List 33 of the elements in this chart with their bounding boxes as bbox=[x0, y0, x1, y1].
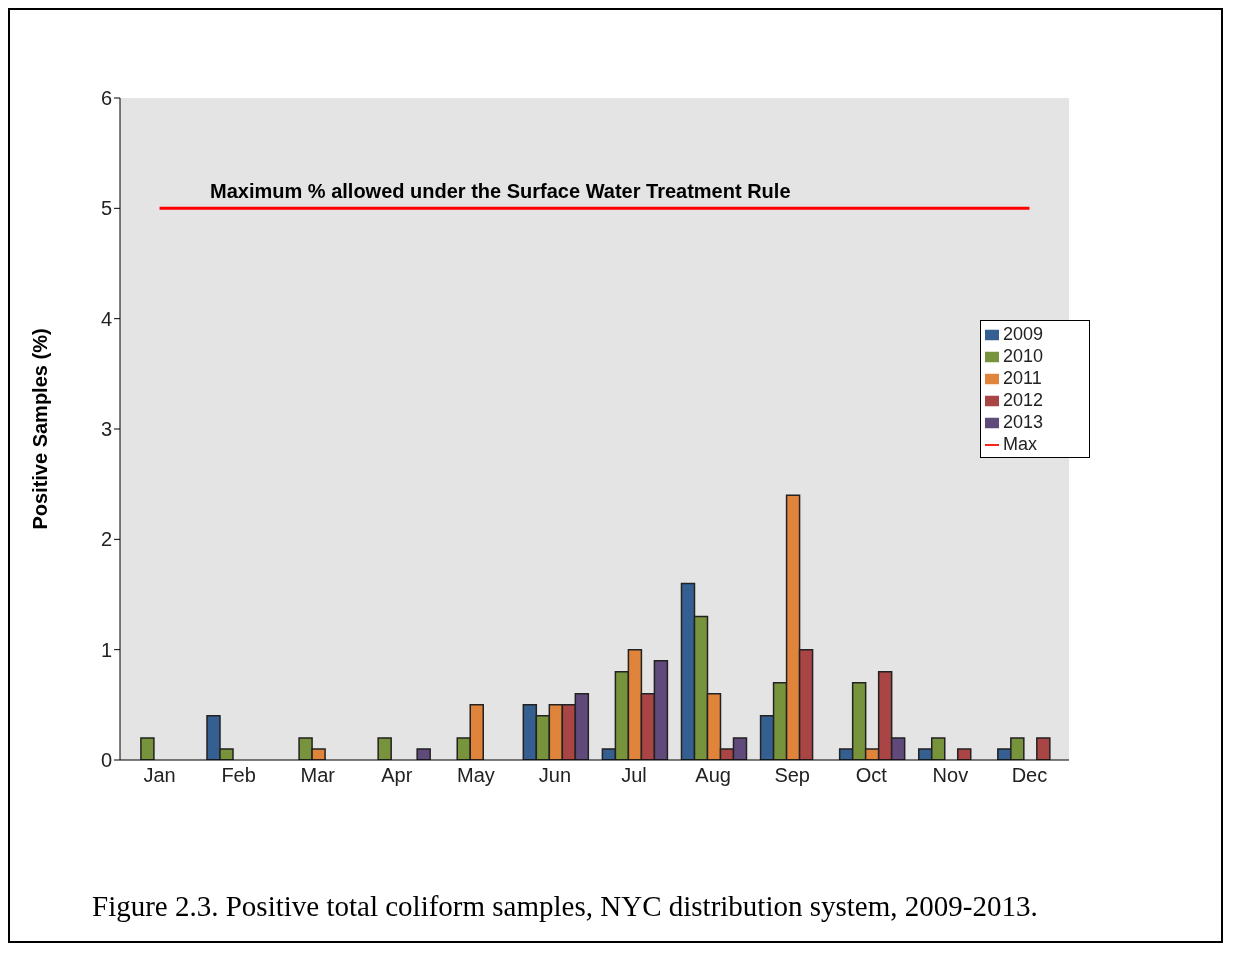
y-tick-label: 3 bbox=[100, 418, 112, 441]
x-tick-label: Dec bbox=[1011, 764, 1048, 787]
legend-label: 2013 bbox=[1003, 412, 1044, 432]
x-tick-label: Aug bbox=[695, 764, 731, 787]
legend-label: Max bbox=[1003, 434, 1038, 454]
x-tick-label: Nov bbox=[932, 764, 969, 787]
bar bbox=[140, 737, 155, 760]
x-tick-label: Mar bbox=[300, 764, 336, 787]
annotation: Maximum % allowed under the Surface Water Treatment Rule bbox=[210, 180, 791, 203]
bar bbox=[377, 737, 392, 760]
y-tick-label: 5 bbox=[100, 197, 112, 220]
x-tick-label: Oct bbox=[855, 764, 888, 787]
x-tick-label: May bbox=[456, 764, 495, 787]
legend-label: 2009 bbox=[1003, 324, 1044, 344]
legend-label: 2012 bbox=[1003, 390, 1044, 410]
x-tick-label: Jun bbox=[538, 764, 572, 787]
y-tick-label: 0 bbox=[100, 749, 112, 772]
caption: Figure 2.3. Positive total coliform samples, NYC distribution system, 2009-2013. bbox=[92, 890, 1038, 923]
y-tick-label: 2 bbox=[100, 528, 112, 551]
y-tick-label: 4 bbox=[100, 307, 112, 330]
y-tick-label: 1 bbox=[100, 638, 112, 661]
bar bbox=[1036, 737, 1051, 760]
legend-label: 2010 bbox=[1003, 346, 1044, 366]
legend-label: 2011 bbox=[1003, 368, 1042, 388]
y-axis-title: Positive Samples (%) bbox=[29, 328, 52, 530]
y-tick-label: 6 bbox=[100, 87, 112, 110]
bar bbox=[956, 748, 972, 760]
x-tick-label: Sep bbox=[774, 764, 811, 787]
x-tick-label: Feb bbox=[221, 764, 256, 787]
x-tick-label: Apr bbox=[381, 764, 413, 787]
bar bbox=[416, 748, 431, 760]
x-tick-label: Jul bbox=[621, 764, 647, 787]
x-tick-label: Jan bbox=[143, 764, 176, 787]
